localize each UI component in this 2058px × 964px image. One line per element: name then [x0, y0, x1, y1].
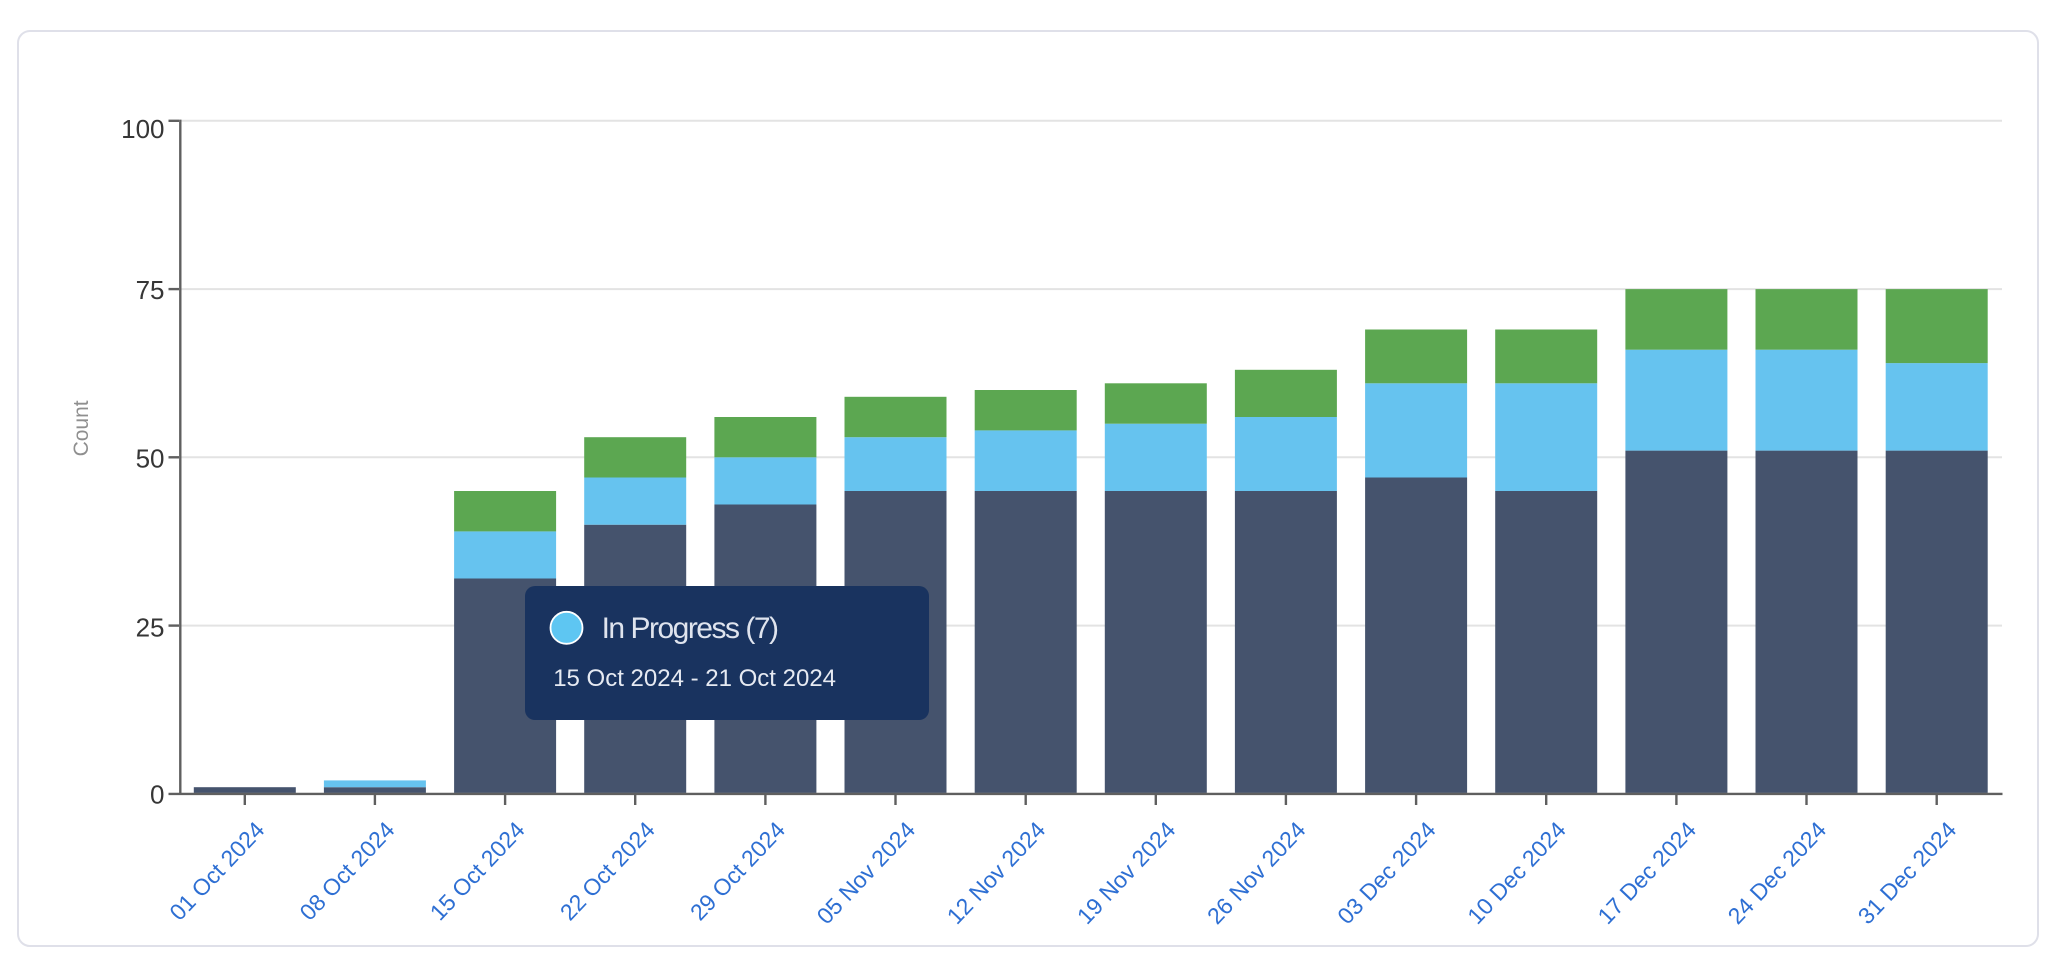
svg-text:50: 50: [136, 444, 165, 474]
svg-text:100: 100: [121, 114, 164, 144]
svg-text:0: 0: [150, 780, 164, 810]
svg-text:Count: Count: [70, 400, 93, 456]
svg-text:In Progress (7): In Progress (7): [602, 612, 778, 645]
svg-text:15 Oct 2024 - 21 Oct 2024: 15 Oct 2024 - 21 Oct 2024: [553, 665, 836, 692]
svg-text:25: 25: [136, 612, 165, 642]
svg-text:75: 75: [136, 275, 165, 305]
